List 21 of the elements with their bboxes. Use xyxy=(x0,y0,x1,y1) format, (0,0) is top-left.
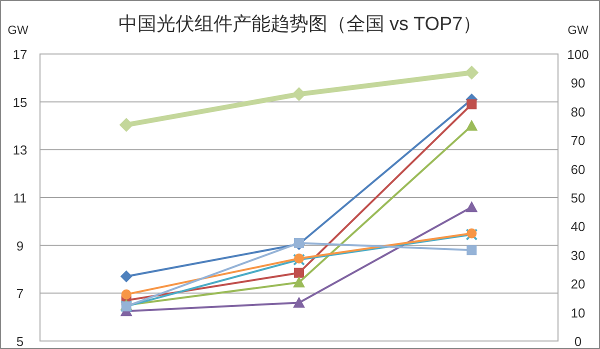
y2-tick-label: 100 xyxy=(567,47,589,62)
y2-tick-label: 20 xyxy=(570,276,586,292)
y-tick-label: 5 xyxy=(16,334,24,349)
y-tick-label: 7 xyxy=(16,286,24,302)
y2-tick-label: 0 xyxy=(574,334,582,349)
y-tick-label: 15 xyxy=(12,94,28,110)
y2-tick-label: 80 xyxy=(570,104,586,120)
y-axis-title: GW xyxy=(8,23,29,37)
y-tick-label: 13 xyxy=(12,142,28,158)
y2-tick-label: 30 xyxy=(570,248,586,263)
chart-title: 中国光伏组件产能趋势图（全国 vs TOP7） xyxy=(118,14,482,35)
y-tick-label: 9 xyxy=(16,238,24,254)
y2-tick-label: 70 xyxy=(570,133,586,148)
y2-tick-label: 90 xyxy=(570,76,586,91)
y-tick-label: 11 xyxy=(13,190,27,206)
y2-tick-label: 10 xyxy=(570,305,586,320)
y2-tick-label: 40 xyxy=(570,219,586,234)
y2-axis-title: GW xyxy=(568,23,589,37)
y2-tick-label: 50 xyxy=(570,190,586,206)
y-tick-label: 17 xyxy=(12,47,28,62)
y2-tick-label: 60 xyxy=(570,162,586,177)
